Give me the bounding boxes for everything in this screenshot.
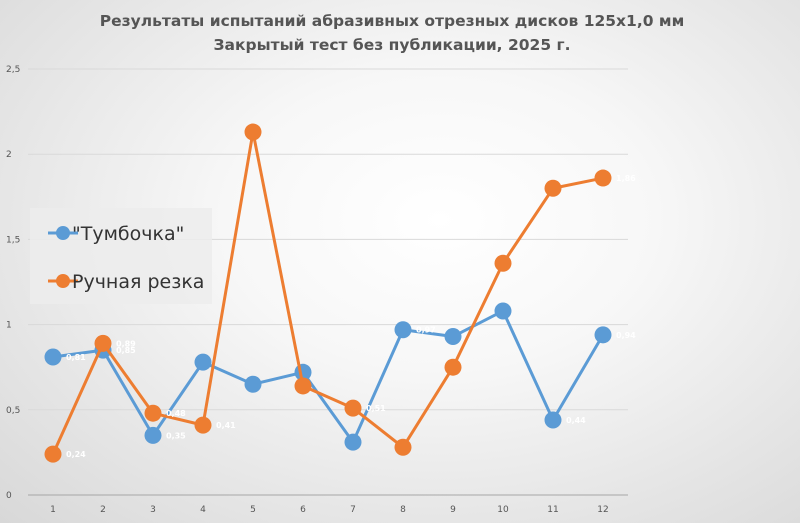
legend-label-tumbochka: "Тумбочка" (72, 223, 184, 245)
data-label: 0,24 (66, 450, 86, 459)
series-line (52, 309, 605, 444)
x-tick-label: 9 (450, 505, 456, 515)
series-1 (44, 302, 612, 451)
data-label: 0,97 (416, 326, 436, 335)
data-label: 0,89 (116, 339, 136, 348)
x-axis-ticks: 1 2 3 4 5 6 7 8 9 10 11 12 (50, 505, 609, 515)
data-point (144, 404, 162, 422)
data-label: 0,35 (166, 431, 186, 440)
x-tick-label: 6 (300, 505, 306, 515)
chart-title: Результаты испытаний абразивных отрезных… (100, 12, 685, 30)
y-tick-label: 1 (6, 321, 12, 331)
data-label: 0,51 (366, 404, 386, 413)
data-point (194, 353, 212, 371)
data-label: 0,94 (616, 331, 636, 340)
data-point (444, 328, 462, 346)
data-point (44, 445, 62, 463)
x-tick-label: 7 (350, 505, 356, 515)
series-line (51, 130, 604, 455)
data-label: 0,44 (566, 416, 586, 425)
x-tick-label: 11 (547, 505, 558, 515)
data-point (544, 411, 562, 429)
data-label: 0,81 (66, 353, 86, 362)
y-tick-label: 2 (6, 150, 12, 160)
series-2 (44, 123, 612, 463)
data-point (144, 426, 162, 444)
data-point (194, 416, 212, 434)
x-tick-label: 1 (50, 505, 56, 515)
chart-subtitle: Закрытый тест без публикации, 2025 г. (213, 36, 570, 54)
x-tick-label: 8 (400, 505, 406, 515)
x-tick-label: 12 (597, 505, 608, 515)
y-axis-ticks: 0 0,5 1 1,5 2 2,5 (6, 65, 20, 501)
data-point (544, 179, 562, 197)
data-point (494, 254, 512, 272)
y-tick-label: 0,5 (6, 406, 20, 416)
legend-marker-ruchnaya (56, 274, 70, 288)
x-tick-label: 2 (100, 505, 106, 515)
legend-marker-tumbochka (56, 226, 70, 240)
y-tick-label: 0 (6, 491, 12, 501)
x-tick-label: 5 (250, 505, 256, 515)
data-label: 0,41 (216, 421, 236, 430)
legend: "Тумбочка" Ручная резка (30, 208, 212, 304)
data-point (444, 358, 462, 376)
legend-box (30, 208, 212, 304)
y-tick-label: 2,5 (6, 65, 20, 75)
y-tick-label: 1,5 (6, 235, 20, 245)
data-point (294, 377, 312, 395)
data-point (594, 326, 612, 344)
data-point (44, 348, 62, 366)
data-point (594, 169, 612, 187)
x-tick-label: 10 (497, 505, 509, 515)
data-point (244, 375, 262, 393)
series-layer: 0,81 0,85 0,35 0,97 0,44 0,94 0,24 0,89 0,48 0,41… (44, 123, 636, 463)
data-point (494, 302, 512, 320)
data-point (244, 123, 262, 141)
data-label: 0,85 (116, 346, 136, 355)
data-point (344, 433, 362, 451)
x-tick-label: 4 (200, 505, 206, 515)
data-point (94, 334, 112, 352)
data-label: 1,86 (616, 174, 636, 183)
legend-label-ruchnaya: Ручная резка (72, 271, 204, 293)
legend-item-ruchnaya: Ручная резка (48, 271, 204, 293)
data-point (394, 438, 412, 456)
data-point (394, 321, 412, 339)
x-tick-label: 3 (150, 505, 156, 515)
data-label: 0,48 (166, 409, 186, 418)
data-point (344, 399, 362, 417)
legend-item-tumbochka: "Тумбочка" (48, 223, 184, 245)
